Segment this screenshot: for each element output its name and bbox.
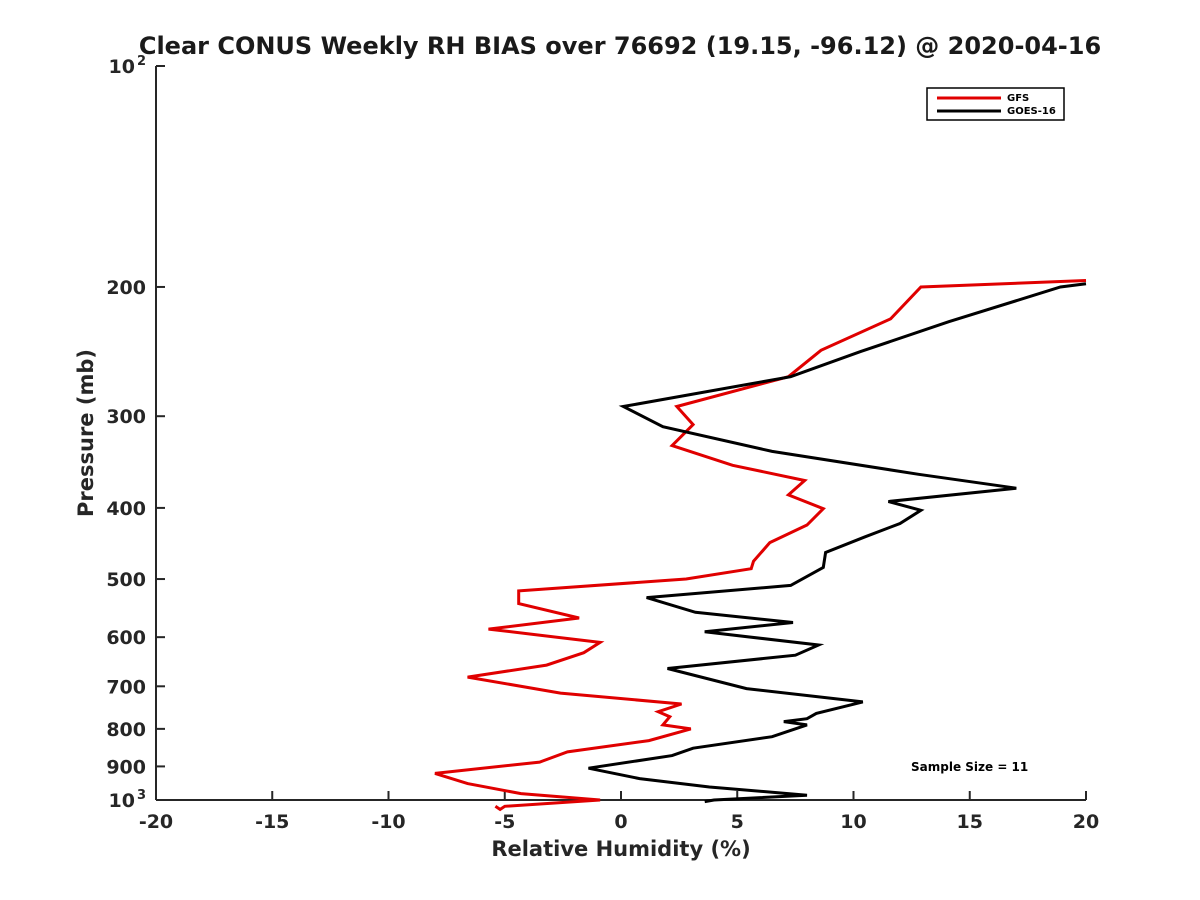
x-axis-ticks: -20 -15 -10 -5 0 5 10 15 20	[139, 791, 1099, 833]
legend-label-gfs: GFS	[1007, 93, 1029, 104]
series-line-gfs	[434, 279, 1087, 812]
legend: GFS GOES-16	[926, 87, 1065, 121]
y-tick-label: 500	[106, 569, 146, 591]
chart-title: Clear CONUS Weekly RH BIAS over 76692 (1…	[139, 32, 1101, 60]
y-tick-label: 600	[106, 627, 146, 649]
x-tick-label: -10	[371, 811, 405, 833]
y-tick-label: 900	[106, 756, 146, 778]
x-tick-label: 15	[957, 811, 983, 833]
y-axis-label: Pressure (mb)	[74, 349, 98, 517]
y-tick-label: 800	[106, 719, 146, 741]
x-tick-label: -15	[255, 811, 289, 833]
series-line-goes16	[588, 282, 1087, 804]
y-tick-exponent: 2	[137, 54, 146, 69]
x-axis-label: Relative Humidity (%)	[491, 837, 750, 861]
x-tick-label: -5	[494, 811, 515, 833]
x-tick-label: 20	[1073, 811, 1099, 833]
y-tick-exponent: 3	[137, 788, 146, 803]
sample-size-annotation: Sample Size = 11	[911, 760, 1028, 774]
y-tick-label: 200	[106, 277, 146, 299]
x-tick-label: 0	[614, 811, 627, 833]
legend-label-goes16: GOES-16	[1007, 106, 1056, 117]
y-tick-label: 400	[106, 498, 146, 520]
x-tick-label: 5	[731, 811, 744, 833]
y-tick-label: 10	[109, 790, 135, 812]
legend-box	[926, 87, 1065, 121]
x-tick-label: 10	[840, 811, 866, 833]
x-tick-label: -20	[139, 811, 173, 833]
y-tick-label: 10	[109, 56, 135, 78]
y-tick-label: 300	[106, 406, 146, 428]
series-group	[434, 279, 1087, 812]
y-tick-label: 700	[106, 676, 146, 698]
